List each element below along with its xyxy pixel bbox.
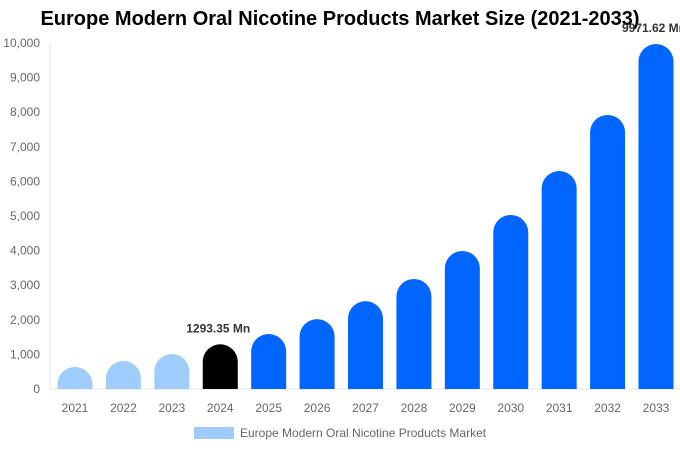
y-tick-label: 1,000	[10, 347, 40, 361]
bar-2026	[299, 319, 335, 389]
bar-2032	[590, 114, 626, 389]
legend-label: Europe Modern Oral Nicotine Products Mar…	[240, 426, 487, 440]
bar-2022	[105, 360, 141, 389]
y-tick-label: 3,000	[10, 278, 40, 292]
x-tick-label: 2026	[304, 401, 331, 415]
y-tick-label: 10,000	[3, 36, 40, 50]
x-tick-label: 2021	[62, 401, 89, 415]
bar-2021	[57, 366, 93, 389]
bar-2023	[154, 354, 190, 389]
y-tick-label: 9,000	[10, 71, 40, 85]
legend-swatch	[194, 427, 234, 439]
y-tick-label: 7,000	[10, 140, 40, 154]
data-label: 1293.35 Mn	[186, 321, 250, 335]
x-tick-label: 2028	[401, 401, 428, 415]
x-tick-label: 2032	[594, 401, 621, 415]
x-tick-label: 2030	[497, 401, 524, 415]
bar-2033	[638, 43, 674, 390]
bar-2027	[348, 301, 383, 389]
bar-2028	[396, 278, 432, 389]
bar-2031	[541, 171, 577, 389]
y-tick-label: 0	[33, 382, 40, 396]
bar-2024	[202, 344, 238, 389]
y-tick-label: 4,000	[10, 244, 40, 258]
y-tick-label: 5,000	[10, 209, 40, 223]
y-tick-label: 6,000	[10, 174, 40, 188]
bar-2030	[493, 214, 529, 389]
data-label: 9971.62 Mn	[622, 21, 680, 35]
legend[interactable]: Europe Modern Oral Nicotine Products Mar…	[194, 426, 486, 440]
x-tick-label: 2029	[449, 401, 476, 415]
x-tick-label: 2031	[546, 401, 573, 415]
x-tick-label: 2027	[352, 401, 379, 415]
bar-2029	[444, 250, 480, 389]
x-tick-label: 2023	[158, 401, 185, 415]
bar-2025	[251, 334, 287, 389]
x-tick-label: 2024	[207, 401, 234, 415]
x-tick-label: 2025	[255, 401, 282, 415]
y-tick-label: 2,000	[10, 313, 40, 327]
chart-title: Europe Modern Oral Nicotine Products Mar…	[40, 8, 640, 30]
x-tick-label: 2022	[110, 401, 137, 415]
y-tick-label: 8,000	[10, 105, 40, 119]
x-tick-label: 2033	[643, 401, 670, 415]
